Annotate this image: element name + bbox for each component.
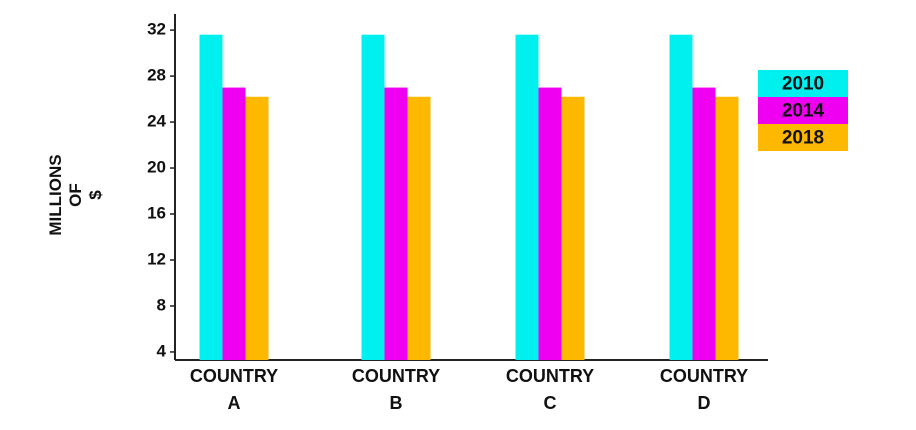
bar [384,87,408,360]
y-tick-label: 24 [147,112,166,131]
bar [715,96,739,360]
legend-swatch [758,97,848,124]
legend-swatch [758,124,848,151]
x-tick-label: COUNTRY A [189,366,279,413]
bar [538,87,562,360]
y-tick-label: 16 [147,203,166,222]
x-tick-label: COUNTRY B [351,366,441,413]
bar [515,34,539,360]
y-tick-label: 12 [147,249,166,268]
bar [692,87,716,360]
legend-swatch [758,70,848,97]
y-tick-label: 28 [147,66,166,85]
legend-label: 2014 [782,101,825,122]
legend-label: 2010 [782,74,824,95]
legend-label: 2018 [782,128,824,149]
y-tick-label: 32 [147,20,166,39]
bar [561,96,585,360]
bar [361,34,385,360]
y-tick-label: 8 [157,295,166,314]
bar [245,96,269,360]
bar [407,96,431,360]
x-tick-label: COUNTRY D [659,366,749,413]
y-axis-label: MILLIONS OF $ [46,154,105,236]
bar [199,34,223,360]
x-tick-label: COUNTRY C [505,366,595,413]
bar [669,34,693,360]
y-tick-label: 20 [147,158,166,177]
y-tick-label: 4 [157,341,167,360]
bar [222,87,246,360]
